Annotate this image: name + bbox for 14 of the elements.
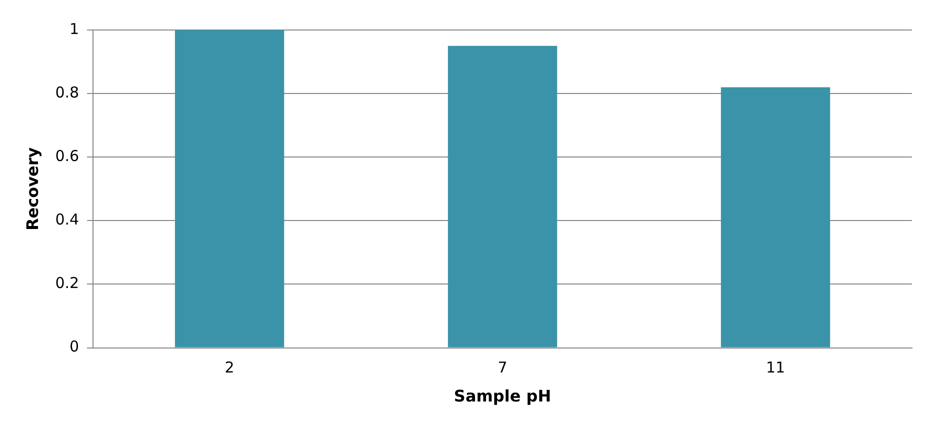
y-tick-label: 0.6 bbox=[55, 147, 80, 166]
x-tick-label: 7 bbox=[498, 358, 508, 377]
bar bbox=[174, 30, 284, 348]
bar bbox=[720, 87, 830, 348]
x-axis-title: Sample pH bbox=[454, 386, 552, 406]
x-tick-label: 11 bbox=[766, 358, 786, 377]
y-axis-title: Recovery bbox=[22, 146, 42, 231]
y-tick-label: 0.2 bbox=[55, 274, 80, 292]
y-tick-label: 0.4 bbox=[55, 210, 80, 229]
x-tick-label: 2 bbox=[224, 358, 234, 377]
y-tick-label: 0.8 bbox=[55, 83, 80, 102]
y-tick-label: 1 bbox=[70, 20, 80, 38]
bar bbox=[448, 46, 558, 348]
y-tick-label: 0 bbox=[70, 338, 80, 356]
